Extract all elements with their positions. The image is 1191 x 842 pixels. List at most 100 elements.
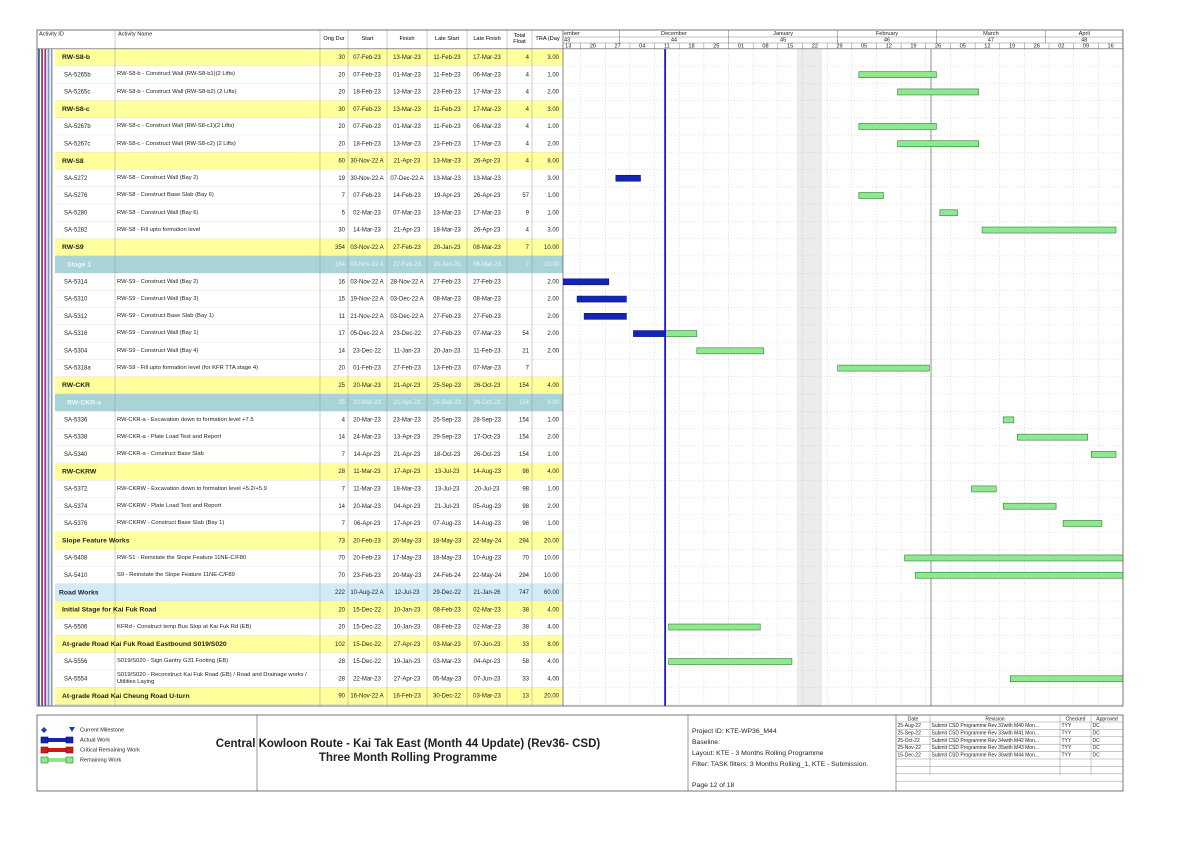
- cell-late-start: 21-Jul-23: [434, 504, 460, 510]
- title: Central Kowloon Route - Kai Tak East (Mo…: [216, 738, 601, 750]
- cell-late-start: 20-Jan-23: [433, 348, 461, 354]
- activity-name: S019/S020 - Reconstruct Kai Fuk Road (EB…: [117, 672, 307, 685]
- cell-late-start: 08-Feb-23: [433, 625, 461, 631]
- cell-finish: 12-Jul-23: [394, 590, 420, 596]
- cell-dur: 7: [342, 193, 346, 199]
- cell-late-finish: 08-Mar-23: [473, 297, 501, 303]
- cell-finish: 11-Jan-23: [394, 348, 421, 354]
- remaining-bar: [1002, 416, 1015, 424]
- legend-cap: [40, 736, 49, 744]
- cell-dur: 28: [338, 469, 345, 475]
- cell-late-start: 13-Mar-23: [433, 176, 461, 182]
- row-band: [55, 428, 563, 446]
- wbs-stripe: [50, 48, 53, 707]
- legend-bar: [48, 758, 66, 762]
- baseline: Baseline:: [692, 739, 720, 746]
- rev-cell: TYY: [1062, 745, 1072, 751]
- activity-name: S019/S020 - Sign Gantry G31 Footing (EB): [117, 658, 229, 665]
- remaining-bar: [971, 485, 997, 493]
- cell-late-finish: 08-Mar-23: [473, 245, 501, 251]
- cell-tra: 4.00: [547, 607, 559, 613]
- row-band: [55, 549, 563, 567]
- cell-float: 38: [522, 607, 529, 613]
- cell-late-start: 25-Sep-23: [433, 417, 462, 423]
- cell-dur: 30: [338, 228, 345, 234]
- cell-finish: 01-Mar-23: [393, 124, 421, 130]
- activity-name: RW-S9 - Construct Wall (Bay 4): [117, 347, 199, 354]
- cell-tra: 1.00: [547, 124, 559, 130]
- activity-id: SA-5554: [64, 676, 88, 682]
- week-label: 26: [1034, 43, 1040, 49]
- week-label: 05: [861, 43, 867, 49]
- activity-name: RW-S8 - Construct Base Slab (Bay 6): [117, 192, 214, 199]
- cell-late-start: 25-Sep-23: [433, 400, 462, 406]
- cell-finish: 27-Feb-23: [393, 245, 421, 251]
- activity-name-box: RW-S1 - Reinstate the Slope Feature 11NE…: [117, 554, 247, 561]
- cell-finish: 21-Apr-23: [394, 452, 421, 458]
- cell-start: 15-Dec-22: [353, 607, 382, 613]
- activity-id: SA-5340: [64, 452, 88, 458]
- column-header-box: Late Finish: [473, 36, 500, 42]
- cell-dur: 15: [338, 297, 345, 303]
- cell-start: 23-Feb-23: [353, 573, 381, 579]
- activity-name: RW-S1 - Reinstate the Slope Feature 11NE…: [117, 554, 247, 561]
- activity-name: RW-S8 - Fill upto formation level: [117, 226, 201, 233]
- week-label: 29: [836, 43, 842, 49]
- rev-cell: Submit CSD Programme Rev 34with M42 Mon.…: [932, 738, 1040, 744]
- cell-late-finish: 17-Mar-23: [473, 55, 501, 61]
- cell-start: 23-Dec-22: [353, 348, 382, 354]
- cell-start: 03-Nov-22 A: [350, 279, 383, 285]
- activity-id: SA-5280: [64, 210, 88, 216]
- cell-finish: 21-Apr-23: [394, 400, 421, 406]
- activity-id: SA-5372: [64, 487, 88, 493]
- cell-tra: 10.00: [544, 262, 560, 268]
- legend-bar: [48, 748, 66, 752]
- cell-float: 57: [522, 193, 529, 199]
- cell-float: 70: [522, 556, 529, 562]
- remaining-bar: [668, 658, 793, 665]
- cell-late-start: 13-Jul-23: [434, 487, 460, 493]
- cell-tra: 2.00: [547, 504, 559, 510]
- cell-start: 22-Mar-23: [353, 676, 381, 682]
- cell-late-finish: 04-Apr-23: [474, 659, 501, 665]
- row-band: [55, 652, 563, 671]
- cell-late-finish: 26-Oct-23: [474, 400, 501, 406]
- cell-dur: 60: [338, 159, 345, 165]
- cell-late-start: 27-Feb-23: [433, 279, 461, 285]
- legend-cap: [65, 746, 74, 754]
- row-band: [55, 514, 563, 533]
- activity-name-box: RW-S9 - Construct Wall (Bay 4): [117, 347, 199, 354]
- activity-id: SA-5312: [64, 314, 88, 320]
- cell-start: 03-Nov-22 A: [350, 245, 383, 251]
- cell-start: 21-Nov-22 A: [350, 314, 383, 320]
- cell-float: 154: [519, 417, 530, 423]
- cell-start: 20-Mar-23: [353, 417, 381, 423]
- actual-bar: [576, 295, 627, 303]
- cell-late-finish: 17-Mar-23: [473, 90, 501, 96]
- remaining-bar: [858, 192, 884, 199]
- column-header: Total Float: [513, 33, 526, 46]
- row-band: [55, 532, 563, 550]
- cell-dur: 102: [335, 642, 346, 648]
- cell-tra: 10.00: [544, 556, 560, 562]
- activity-name-box: RW-S9 - Construct Wall (Bay 3): [117, 296, 198, 302]
- remaining-bar: [668, 623, 761, 631]
- cell-dur: 30: [338, 107, 345, 113]
- week-label: 12: [886, 43, 892, 49]
- rev-cell: TYY: [1062, 730, 1072, 736]
- activity-id: SA-5314: [64, 279, 88, 285]
- activity-id: SA-5374: [64, 504, 88, 510]
- row-band: [55, 48, 563, 67]
- cell-finish: 20-May-23: [393, 573, 422, 579]
- period-label: 43: [564, 37, 570, 43]
- row-band: [55, 359, 563, 377]
- cell-float: 98: [522, 487, 529, 493]
- cell-finish: 21-Apr-23: [394, 228, 421, 234]
- cell-late-finish: 06-Mar-23: [473, 72, 501, 78]
- cell-float: 4: [526, 228, 530, 234]
- rev-cell: DC: [1093, 730, 1101, 736]
- cell-late-start: 30-Dec-22: [433, 694, 462, 700]
- cell-start: 18-Feb-23: [353, 141, 381, 147]
- frame: [36, 29, 1124, 707]
